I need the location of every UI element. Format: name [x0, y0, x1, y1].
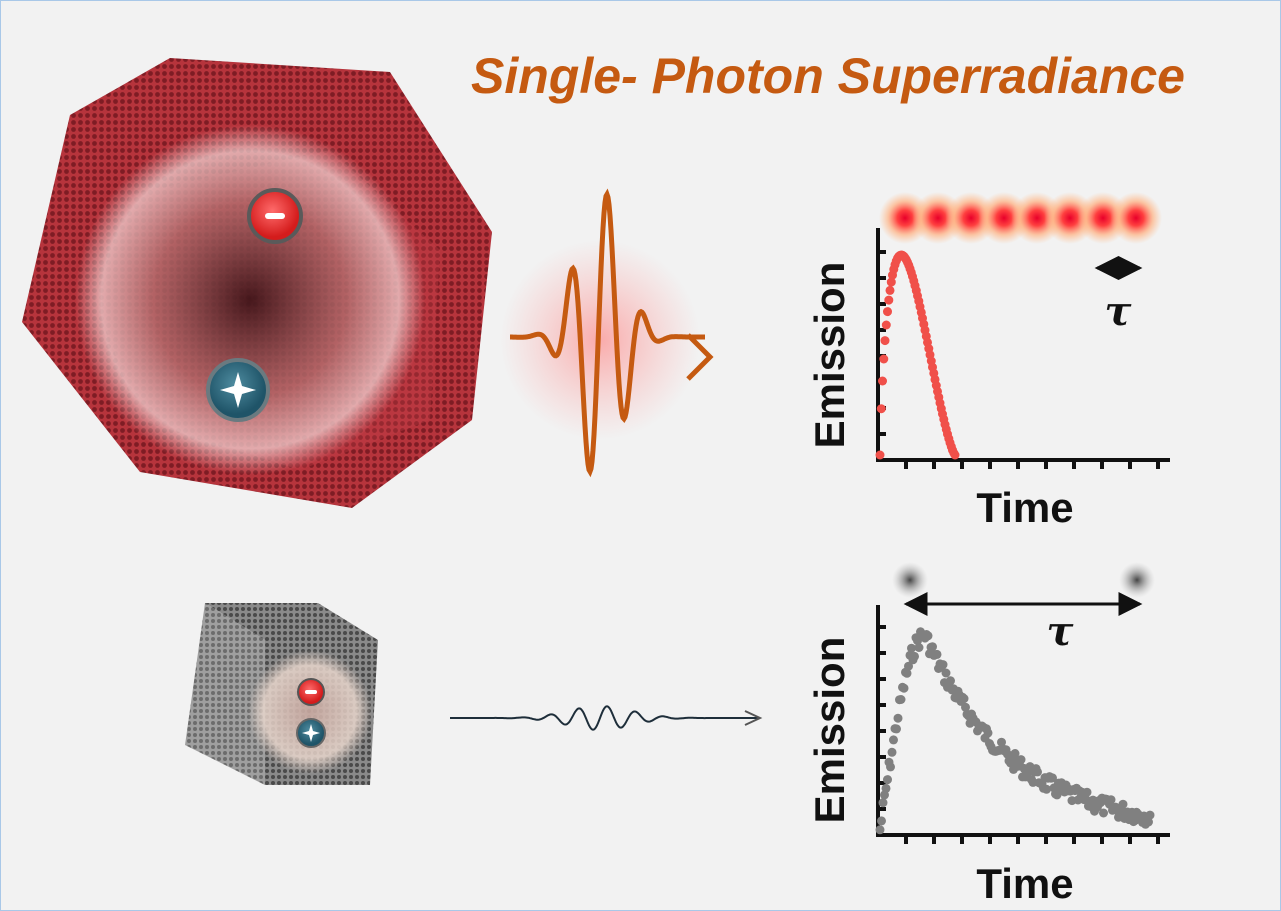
curve-dot: [910, 651, 919, 661]
curve-dot: [997, 737, 1006, 747]
photon-dot: [892, 562, 928, 598]
curve-dot: [1099, 808, 1108, 818]
normal-plot: [875, 605, 1170, 844]
curve-dot: [923, 631, 933, 641]
curve-dot: [878, 798, 888, 808]
curve-dot: [893, 713, 903, 723]
photon-pulse: [510, 188, 705, 478]
curve-dot: [1033, 767, 1042, 777]
curve-dot: [889, 735, 898, 745]
y-axis-label: Emission: [806, 637, 853, 824]
curve-dot: [938, 660, 948, 670]
curve-dot: [884, 295, 894, 305]
curve-dot: [950, 450, 960, 460]
curve-dot: [946, 676, 955, 686]
curve-dot: [941, 668, 951, 678]
curve-dot: [1016, 755, 1026, 765]
small-nanocrystal: [185, 603, 378, 785]
large-nanocrystal: [22, 58, 492, 508]
curve-dot: [881, 783, 891, 793]
curve-dot: [887, 747, 897, 757]
title: Single- Photon Superradiance: [471, 48, 1185, 104]
curve-dot: [879, 354, 889, 364]
curve-dot: [886, 762, 895, 772]
superradiant-plot: [875, 192, 1170, 469]
curve-dot: [896, 695, 906, 704]
photon-dot: [1110, 192, 1162, 244]
curve-dot: [1048, 773, 1057, 783]
pulse-arrow: [686, 333, 714, 381]
curve-dot: [883, 775, 892, 785]
curve-dot: [876, 404, 886, 414]
curve-dot: [880, 336, 890, 346]
curve-dot: [907, 643, 916, 653]
tau-label: τ: [1047, 608, 1074, 655]
y-axis-label: Emission: [806, 262, 853, 449]
weak-arrow: [744, 710, 763, 726]
curve-dot: [892, 724, 901, 734]
curve-dot: [904, 661, 913, 671]
curve-dot: [914, 643, 924, 652]
x-axis-label: Time: [976, 860, 1073, 907]
curve-dot: [983, 728, 993, 738]
curve-dot: [1144, 817, 1153, 827]
curve-dot: [886, 277, 896, 287]
curve-dot: [885, 285, 895, 295]
curve-dot: [1118, 799, 1128, 809]
curve-dot: [878, 376, 887, 386]
photon-dot: [1119, 562, 1155, 598]
curve-dot: [875, 450, 885, 460]
x-axis-label: Time: [976, 484, 1073, 531]
curve-dot: [961, 702, 970, 712]
curve-dot: [959, 694, 969, 704]
curve-dot: [928, 642, 937, 652]
curve-dot: [1106, 795, 1116, 805]
curve-dot: [1042, 784, 1051, 794]
curve-dot: [902, 668, 912, 678]
curve-dot: [877, 816, 886, 826]
curve-dot: [932, 649, 942, 659]
tau-label: τ: [1105, 288, 1132, 335]
curve-dot: [881, 320, 891, 330]
curve-dot: [1082, 787, 1092, 797]
curve-dot: [883, 307, 892, 317]
curve-dot: [1145, 810, 1155, 820]
weak-pulse: [450, 705, 758, 731]
curve-dot: [875, 825, 885, 835]
curve-dot: [899, 683, 909, 693]
curve-dot: [1010, 749, 1020, 758]
